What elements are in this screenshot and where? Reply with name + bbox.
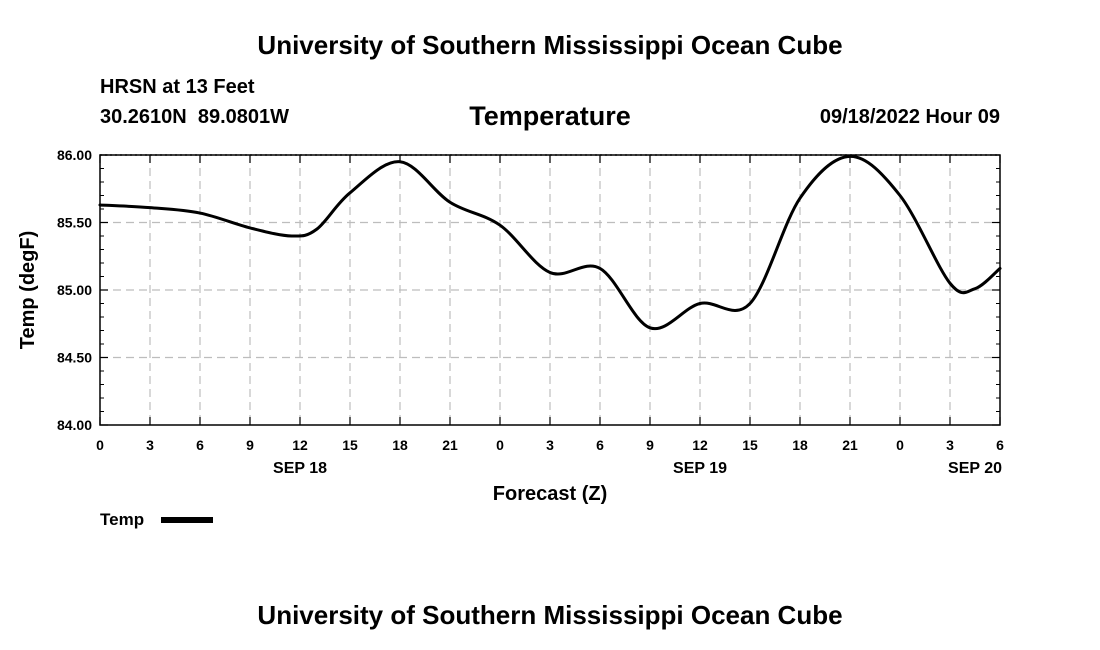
chart-ticks xyxy=(99,154,1001,426)
chart-title: Temperature xyxy=(469,101,631,131)
x-tick-label: 6 xyxy=(996,437,1004,453)
x-date-label: SEP 18 xyxy=(273,460,327,477)
x-tick-label: 0 xyxy=(896,437,904,453)
x-tick-label: 21 xyxy=(842,437,858,453)
x-tick-label: 6 xyxy=(196,437,204,453)
y-tick-label: 85.00 xyxy=(57,282,92,298)
station-coords: 30.2610N 89.0801W xyxy=(100,106,290,128)
x-tick-label: 15 xyxy=(342,437,358,453)
x-tick-label: 9 xyxy=(646,437,654,453)
x-tick-label: 0 xyxy=(96,437,104,453)
x-tick-label: 3 xyxy=(146,437,154,453)
x-tick-label: 3 xyxy=(946,437,954,453)
x-tick-label: 18 xyxy=(392,437,408,453)
temperature-chart: Temperature 84.00 84.50 85.00 85.50 86.00 0 3 6… xyxy=(17,101,1004,505)
x-tick-label: 0 xyxy=(496,437,504,453)
legend-line-swatch xyxy=(161,517,213,523)
y-tick-label: 84.50 xyxy=(57,350,92,366)
y-axis-label: Temp (degF) xyxy=(17,231,39,350)
forecast-datetime: 09/18/2022 Hour 09 xyxy=(819,106,1000,128)
x-tick-label: 3 xyxy=(546,437,554,453)
series-temp-line xyxy=(98,154,1002,331)
chart-grid xyxy=(100,154,1000,425)
x-tick-label: 12 xyxy=(692,437,708,453)
page-title: University of Southern Mississippi Ocean… xyxy=(257,30,843,60)
chart-tick-labels: 84.00 84.50 85.00 85.50 86.00 0 3 6 9 12 15 18 21 0 3 6… xyxy=(57,147,1004,477)
x-tick-label: 18 xyxy=(792,437,808,453)
y-tick-label: 85.50 xyxy=(57,215,92,231)
x-tick-label: 6 xyxy=(596,437,604,453)
x-tick-label: 12 xyxy=(292,437,308,453)
x-tick-label: 15 xyxy=(742,437,758,453)
footer-title: University of Southern Mississippi Ocean… xyxy=(257,600,843,630)
y-tick-label: 86.00 xyxy=(57,147,92,163)
x-date-label: SEP 19 xyxy=(673,460,727,477)
legend-label: Temp xyxy=(100,510,145,529)
station-name: HRSN at 13 Feet xyxy=(100,76,255,98)
y-tick-label: 84.00 xyxy=(57,417,92,433)
x-tick-label: 9 xyxy=(246,437,254,453)
x-axis-label: Forecast (Z) xyxy=(493,483,607,505)
x-tick-label: 21 xyxy=(442,437,458,453)
x-date-label: SEP 20 xyxy=(948,460,1002,477)
